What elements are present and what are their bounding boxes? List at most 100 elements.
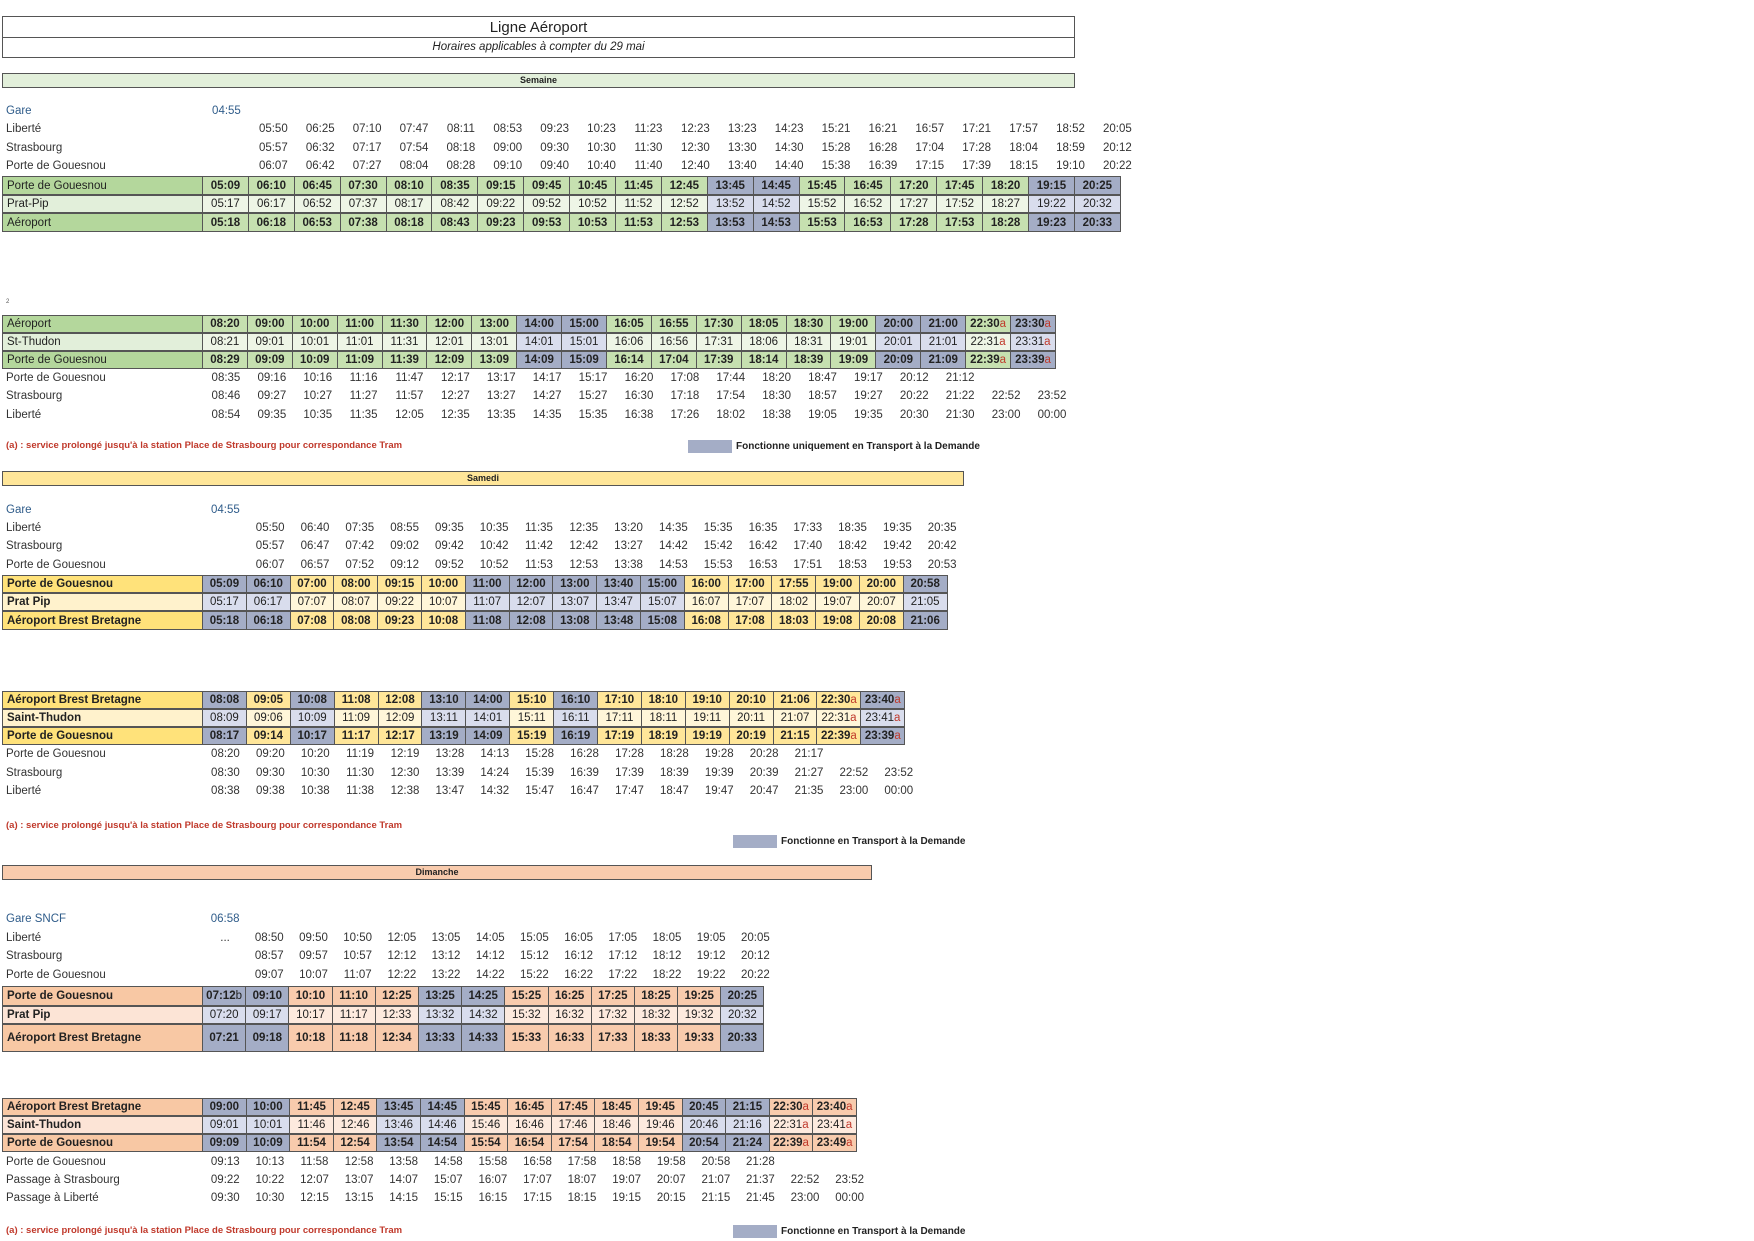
departure-time: 16:07	[683, 593, 729, 611]
section-samedi: Samedi	[2, 471, 964, 486]
departure-time: 19:12	[696, 950, 726, 962]
departure-time: 16:58	[523, 1156, 552, 1168]
timetable-row: Strasbourg 05:57 06:32 07:17 07:54 08:18 09:00…	[2, 139, 1141, 157]
departure-time: 21:16	[725, 1116, 770, 1134]
departure-time: 23:40 a	[860, 691, 906, 709]
timetable-row: Liberté 08:54 09:35 10:35 11:35 12:05 12:35 13:…	[2, 406, 1075, 424]
departure-time: 08:30	[211, 767, 240, 779]
departure-time: 18:53	[838, 559, 867, 571]
departure-time: 16:12	[564, 950, 593, 962]
departure-time: 21:24	[725, 1134, 770, 1152]
time-value: 22:30	[773, 1101, 803, 1113]
departure-time: 09:22	[377, 593, 422, 611]
note-a-semaine: (a) : service prolongé jusqu'à la statio…	[6, 440, 403, 451]
timetable-row: Porte de Gouesnou 08:17 09:14 10:17 11:17 12:…	[2, 727, 906, 745]
departure-time: 17:26	[670, 409, 700, 421]
departure-time: 17:33	[590, 1024, 635, 1052]
departure-time: 07:08	[289, 611, 335, 630]
departure-time: 13:07	[344, 1174, 374, 1186]
stop-name: Liberté	[6, 123, 42, 135]
departure-time: 12:19	[390, 748, 420, 760]
departure-time: 10:38	[300, 785, 330, 797]
departure-time: 10:18	[288, 1024, 333, 1052]
departure-time: 10:50	[343, 932, 373, 944]
departure-time: 18:39	[659, 767, 689, 779]
departure-time: 14:54	[419, 1134, 465, 1152]
departure-time: 05:18	[202, 611, 247, 630]
departure-time: 08:46	[211, 390, 241, 402]
departure-time: 14:24	[480, 767, 510, 779]
departure-time: 06:53	[293, 213, 341, 232]
departure-time: 20:22	[740, 969, 770, 981]
departure-time: 18:30	[762, 390, 792, 402]
departure-time: 21:28	[746, 1156, 775, 1168]
departure-time: 09:14	[245, 727, 291, 745]
timetable-row: Strasbourg 08:57 09:57 10:57 12:12 13:12 14:12…	[2, 947, 777, 965]
departure-time: 20:42	[927, 540, 957, 552]
stop-name: Liberté	[6, 785, 42, 797]
departure-time: 17:28	[890, 213, 938, 232]
departure-time: 18:15	[567, 1192, 597, 1204]
departure-time: 18:47	[659, 785, 689, 797]
departure-time: 21:15	[701, 1192, 731, 1204]
departure-time: 16:55	[650, 315, 697, 333]
time-value: 23:31	[1015, 336, 1045, 348]
departure-time: 11:07	[464, 593, 510, 611]
footnote-marker: a	[846, 1101, 853, 1113]
departure-time: 23:52	[1037, 390, 1067, 402]
timetable-row: St-Thudon 08:21 09:01 10:01 11:01 11:31 12:01 1…	[2, 333, 1056, 351]
stop-name: Strasbourg	[6, 390, 63, 402]
stop-name: Strasbourg	[6, 767, 63, 779]
departure-time: 08:43	[431, 213, 479, 232]
stop-name: Saint-Thudon	[2, 1116, 203, 1134]
departure-time: 13:27	[614, 540, 643, 552]
departure-time: 17:07	[727, 593, 773, 611]
departure-time: 09:40	[540, 160, 570, 172]
departure-time: 21:30	[945, 409, 975, 421]
timetable-row: Aéroport Brest Bretagne 07:21 09:18 10:18 11…	[2, 1024, 765, 1052]
footnote-marker: a	[893, 712, 901, 724]
departure-time: 17:47	[615, 785, 644, 797]
departure-time: 09:12	[390, 559, 419, 571]
departure-time: 21:12	[945, 372, 975, 384]
departure-time: 20:54	[681, 1134, 727, 1152]
departure-time: 11:46	[289, 1116, 334, 1134]
departure-time: 09:00	[493, 142, 523, 154]
departure-time: 12:05	[387, 932, 417, 944]
time-value: 22:39	[821, 730, 851, 742]
departure-time: 09:01	[202, 1116, 247, 1134]
timetable-row: Aéroport Brest Bretagne 05:18 06:18 07:08 08…	[2, 611, 948, 630]
departure-time: 14:07	[389, 1174, 419, 1186]
departure-time: 15:00	[639, 575, 685, 593]
departure-time: 19:58	[656, 1156, 686, 1168]
departure-time: 12:40	[680, 160, 710, 172]
departure-time: 13:54	[376, 1134, 421, 1152]
departure-time	[203, 947, 247, 965]
departure-time: 17:44	[716, 372, 746, 384]
departure-time: 19:23	[1028, 213, 1075, 232]
departure-time: 08:20	[211, 748, 240, 760]
departure-time: 07:37	[339, 195, 387, 213]
departure-time: 09:06	[245, 709, 291, 727]
departure-time: 07:20	[202, 1006, 247, 1024]
departure-time: 19:15	[1028, 176, 1075, 195]
departure-time: 09:23	[477, 213, 525, 232]
departure-time: 16:57	[915, 123, 945, 135]
departure-time: 11:23	[634, 123, 663, 135]
departure-time: 05:17	[202, 195, 249, 213]
departure-time: 21:15	[725, 1098, 770, 1116]
departure-time: 10:53	[569, 213, 617, 232]
footnote-marker: a	[850, 712, 857, 724]
departure-time: 20:12	[899, 372, 929, 384]
departure-time: 15:17	[578, 372, 608, 384]
departure-time: 07:21	[202, 1024, 247, 1052]
departure-time: 10:20	[300, 748, 330, 760]
departure-time: 08:55	[390, 522, 419, 534]
departure-time: 18:42	[838, 540, 867, 552]
departure-time: 06:17	[247, 195, 295, 213]
departure-time: 05:57	[258, 142, 288, 154]
departure-time: 15:15	[433, 1192, 463, 1204]
stop-name: Porte de Gouesnou	[6, 1156, 106, 1168]
departure-time: 18:02	[771, 593, 817, 611]
timetable-row: Aéroport 05:18 06:18 06:53 07:38 08:18 08:43 09…	[2, 213, 1121, 232]
